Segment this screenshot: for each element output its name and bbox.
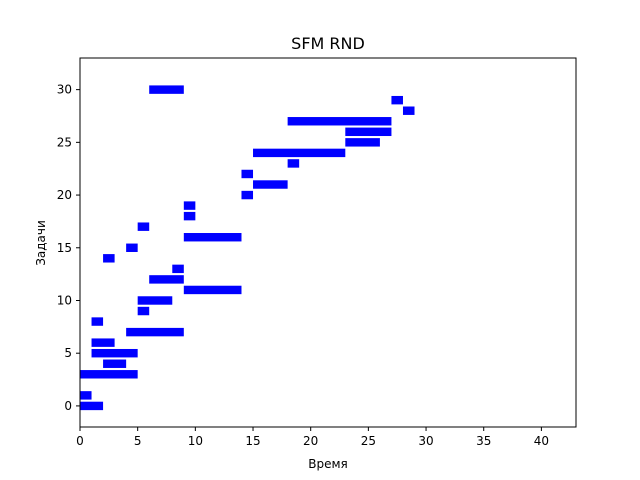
task-bar-16 (183, 233, 242, 242)
y-tick-label: 10 (57, 293, 72, 307)
x-axis-ticks: 0 5 10 15 20 25 30 35 40 (76, 427, 549, 448)
task-bar-18 (183, 211, 196, 221)
y-tick-label: 5 (64, 346, 72, 360)
task-bar-25 (345, 138, 380, 147)
y-axis-ticks: 0 5 10 15 20 25 30 (57, 83, 80, 413)
task-bar-30 (149, 85, 184, 94)
task-bar-22 (241, 169, 254, 179)
y-axis-label: Задачи (34, 220, 48, 266)
task-bar-17 (137, 222, 150, 231)
x-tick-label: 30 (418, 434, 433, 448)
x-tick-label: 10 (188, 434, 203, 448)
task-bar-13 (172, 264, 184, 274)
task-bar-7 (126, 327, 184, 337)
task-bar-26 (345, 127, 392, 137)
x-tick-label: 25 (361, 434, 376, 448)
task-bar-14 (103, 254, 115, 263)
chart-title: SFM RND (291, 34, 365, 53)
y-tick-label: 0 (64, 399, 72, 413)
task-bar-21 (253, 180, 288, 189)
y-tick-label: 20 (57, 188, 72, 202)
task-bar-8 (91, 317, 104, 326)
x-axis-label: Время (308, 457, 348, 471)
x-tick-label: 40 (534, 434, 549, 448)
task-bar-11 (183, 285, 242, 295)
task-bar-27 (287, 117, 392, 126)
task-bar-3 (80, 370, 138, 379)
task-bar-5 (91, 348, 138, 358)
task-bar-10 (137, 296, 173, 305)
task-bar-23 (287, 159, 300, 168)
x-tick-label: 0 (76, 434, 84, 448)
task-bar-4 (103, 359, 127, 368)
task-bar-12 (149, 275, 184, 284)
y-tick-label: 15 (57, 241, 72, 255)
task-bar-6 (91, 338, 115, 347)
task-bar-0 (80, 401, 104, 411)
task-bar-24 (253, 148, 346, 158)
y-tick-label: 30 (57, 83, 72, 97)
task-bar-19 (183, 201, 196, 210)
task-bar-15 (126, 243, 138, 252)
task-bar-1 (80, 391, 92, 400)
x-tick-label: 35 (476, 434, 491, 448)
x-tick-label: 15 (245, 434, 260, 448)
task-bar-29 (391, 95, 403, 105)
x-tick-label: 20 (303, 434, 318, 448)
y-tick-label: 25 (57, 135, 72, 149)
bars-group (80, 85, 415, 411)
task-bar-9 (137, 306, 150, 316)
x-tick-label: 5 (134, 434, 142, 448)
task-bar-20 (241, 190, 254, 200)
plot-frame (79, 57, 577, 428)
task-bar-28 (402, 106, 415, 115)
